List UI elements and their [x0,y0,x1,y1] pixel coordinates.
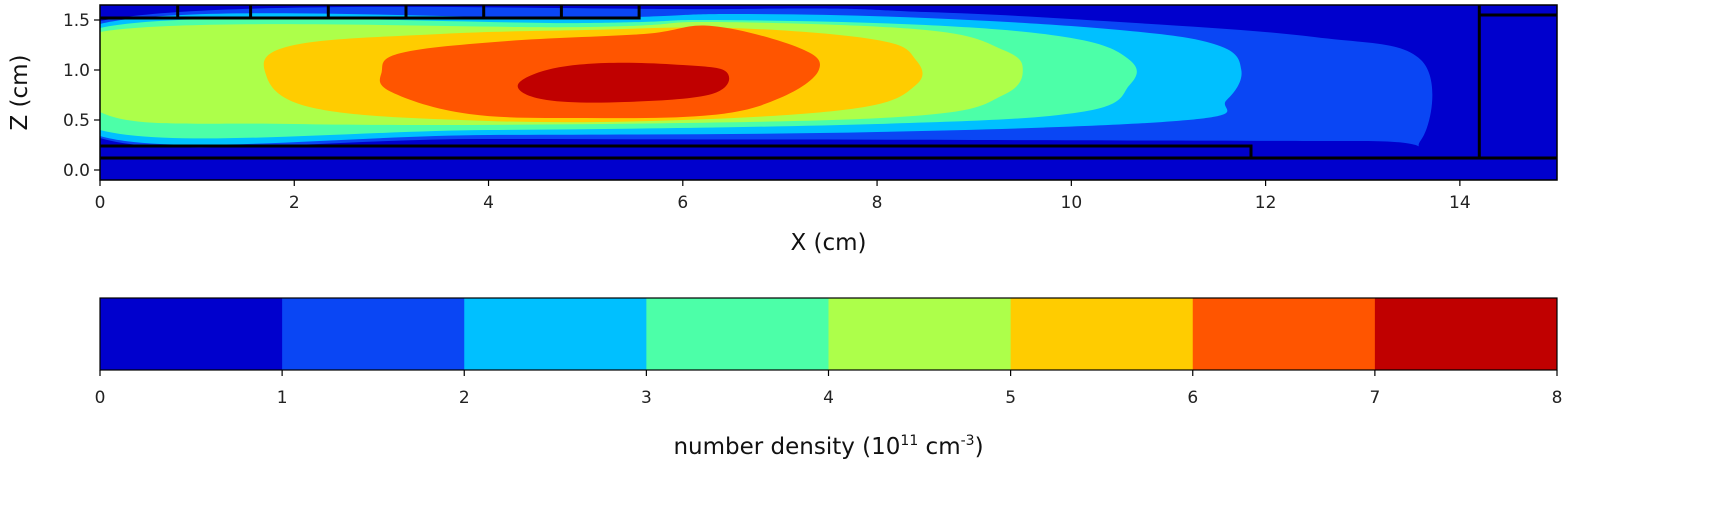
y-axis-label: Z (cm) [7,54,33,130]
y-tick-label: 1.0 [63,61,90,81]
x-tick-label: 0 [95,193,106,213]
colorbar-cell-7-8 [1374,298,1558,370]
colorbar-tick-label: 5 [1005,388,1016,408]
colorbar-tick-label: 3 [641,388,652,408]
colorbar-label: number density (1011 cm-3) [673,433,983,460]
y-tick-label: 0.0 [63,161,90,181]
colorbar-tick-label: 4 [823,388,834,408]
colorbar-cell-0-1 [100,298,283,370]
colorbar-tick-label: 0 [95,388,106,408]
colorbar-tick-label: 2 [459,388,470,408]
colorbar-cell-4-5 [828,298,1012,370]
x-tick-label: 14 [1449,193,1471,213]
plot-frame [99,4,1558,181]
colorbar-cell-3-4 [646,298,829,370]
colorbar: 0 1 2 3 4 5 6 7 8 number density (1011 cm-3) [95,297,1563,460]
geometry-outline [100,144,1253,158]
device-geometry-outlines [100,5,1557,160]
x-axis-ticks: 0 2 4 6 8 10 12 14 [95,180,1471,213]
x-tick-label: 6 [677,193,688,213]
x-axis-label: X (cm) [790,230,866,256]
y-tick-label: 1.5 [63,11,90,31]
colorbar-tick-label: 7 [1369,388,1380,408]
x-tick-label: 8 [872,193,883,213]
colorbar-cell-6-7 [1192,298,1376,370]
colorbar-tick-label: 8 [1552,388,1563,408]
geometry-outline [100,5,641,20]
contour-level-7-8 [517,62,730,103]
contour-levels [100,6,1433,148]
y-tick-label: 0.5 [63,111,90,131]
colorbar-tick-label: 1 [277,388,288,408]
colorbar-cell-1-2 [282,298,465,370]
contour-plot: 0 2 4 6 8 10 12 14 0.0 0.5 1.0 1.5 X (cm) Z (cm) [7,4,1558,256]
colorbar-ticks: 0 1 2 3 4 5 6 7 8 [95,370,1563,408]
colorbar-cell-2-3 [464,298,647,370]
colorbar-tick-label: 6 [1187,388,1198,408]
x-tick-label: 10 [1061,193,1083,213]
x-tick-label: 2 [289,193,300,213]
colorbar-cell-5-6 [1010,298,1194,370]
x-tick-label: 4 [483,193,494,213]
y-axis-ticks: 0.0 0.5 1.0 1.5 [63,11,100,181]
x-tick-label: 12 [1255,193,1277,213]
colorbar-cells [100,298,1558,370]
